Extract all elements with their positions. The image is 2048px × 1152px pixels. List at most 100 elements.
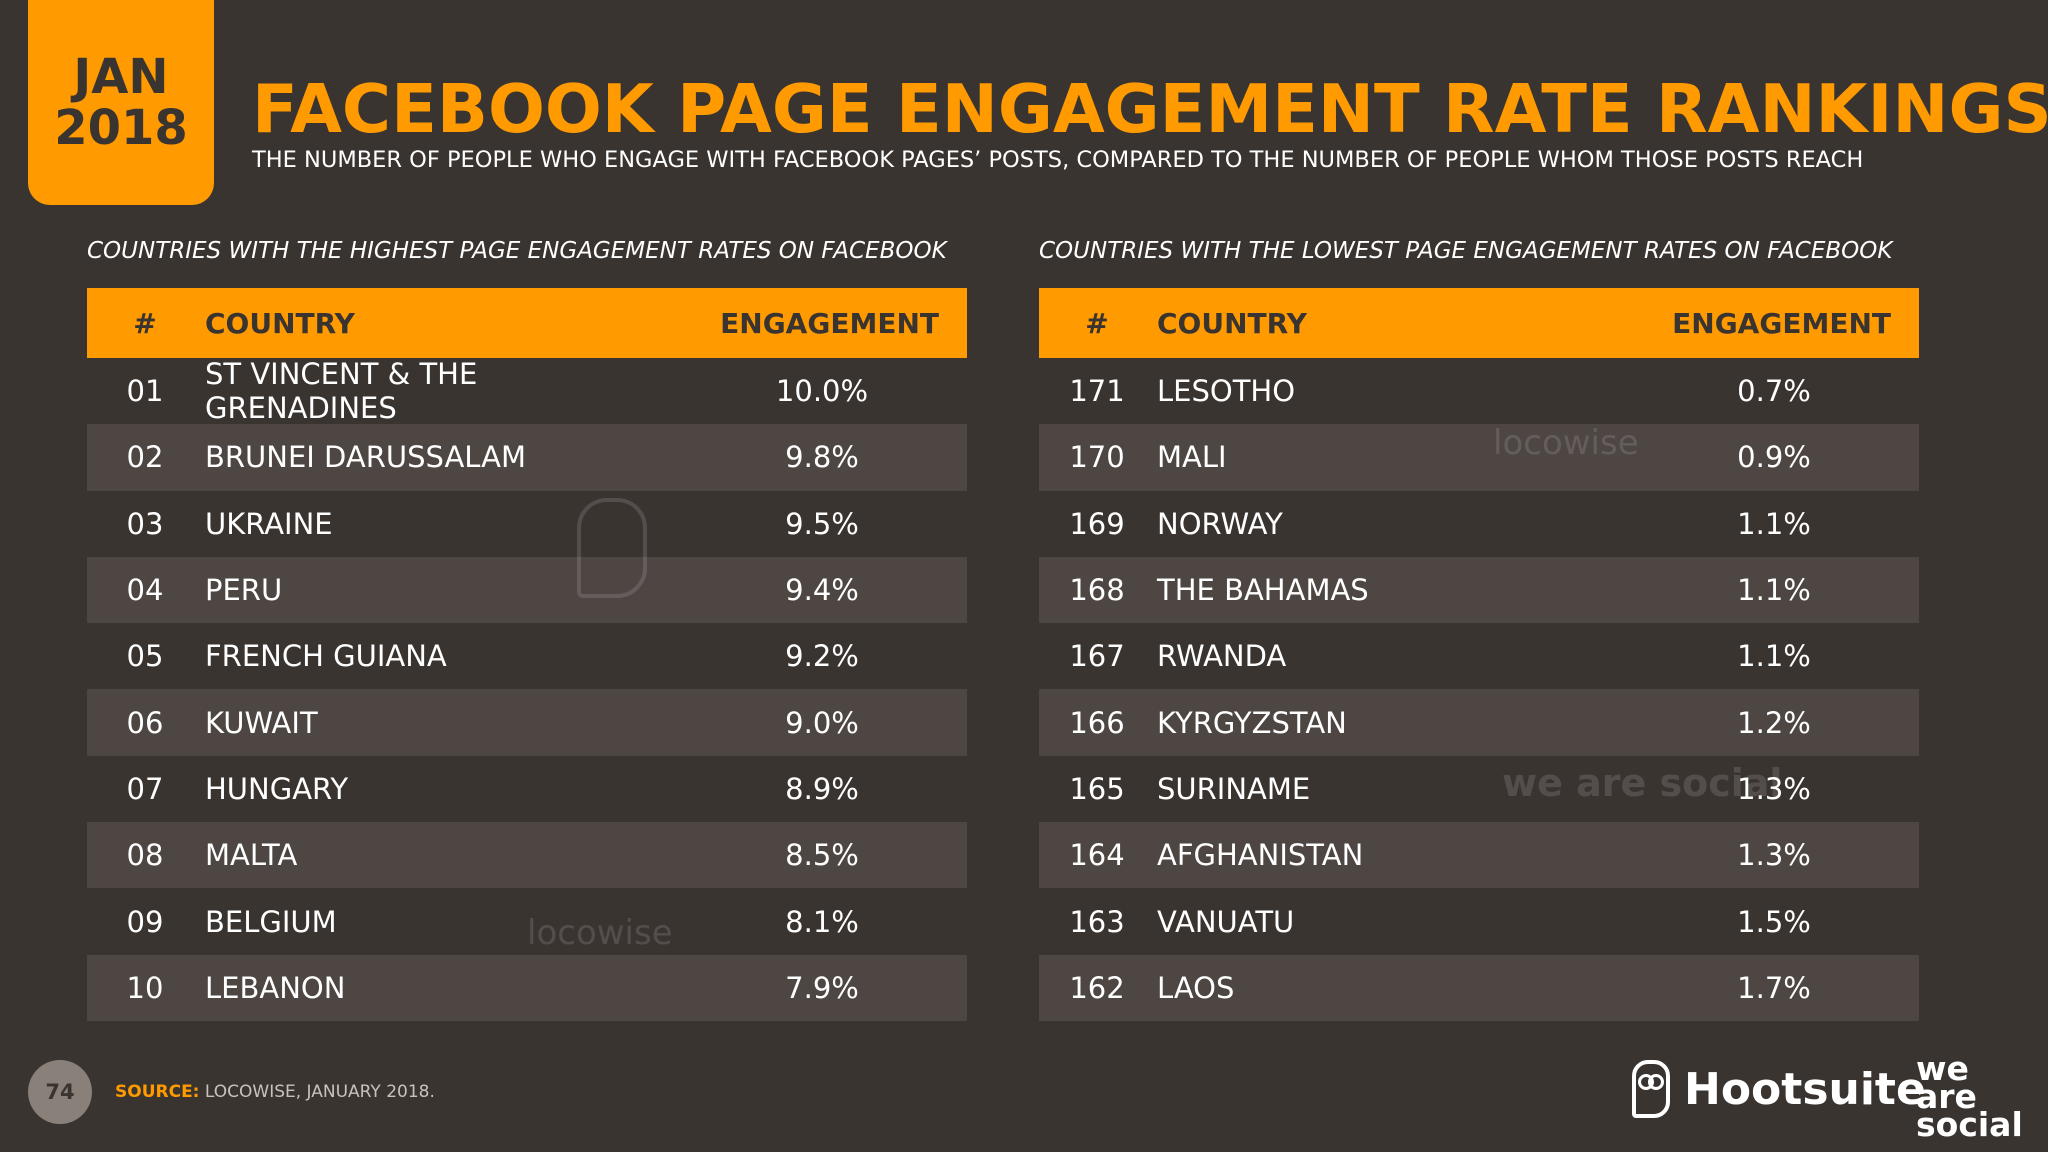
row-rank: 06 <box>126 705 164 740</box>
table-row: 04 PERU 9.4% <box>87 556 967 624</box>
row-rank: 03 <box>126 506 164 541</box>
row-rank: 165 <box>1069 771 1125 806</box>
row-rank: 170 <box>1069 440 1125 475</box>
table-row: 168 THE BAHAMAS 1.1% <box>1039 556 1919 624</box>
row-country: UKRAINE <box>205 506 333 541</box>
row-engagement: 1.3% <box>1737 838 1811 873</box>
row-rank: 09 <box>126 904 164 939</box>
table-row: 170 MALI 0.9% <box>1039 424 1919 491</box>
header-country: COUNTRY <box>1157 306 1307 340</box>
row-engagement: 9.2% <box>785 639 859 674</box>
row-country: ST VINCENT & THE GRENADINES <box>205 357 478 426</box>
row-engagement: 0.7% <box>1737 374 1811 409</box>
row-engagement: 8.5% <box>785 838 859 873</box>
row-country: HUNGARY <box>205 771 349 806</box>
table-row: 10 LEBANON 7.9% <box>87 954 967 1021</box>
table-row: 171 LESOTHO 0.7% <box>1039 358 1919 424</box>
row-engagement: 9.0% <box>785 705 859 740</box>
row-rank: 01 <box>126 374 164 409</box>
row-rank: 164 <box>1069 838 1125 873</box>
row-rank: 163 <box>1069 904 1125 939</box>
row-rank: 07 <box>126 771 164 806</box>
row-rank: 02 <box>126 440 164 475</box>
lowest-panel: COUNTRIES WITH THE LOWEST PAGE ENGAGEMEN… <box>1039 238 1919 1021</box>
header-engagement: ENGAGEMENT <box>1672 306 1891 340</box>
row-country: PERU <box>205 573 283 608</box>
row-country: FRENCH GUIANA <box>205 639 447 674</box>
row-country: MALTA <box>205 838 298 873</box>
lowest-table-header: # COUNTRY ENGAGEMENT <box>1039 288 1919 358</box>
row-rank: 05 <box>126 639 164 674</box>
row-rank: 166 <box>1069 705 1125 740</box>
header-rank: # <box>133 306 157 340</box>
table-row: 165 SURINAME 1.3% <box>1039 756 1919 822</box>
row-country: RWANDA <box>1157 639 1287 674</box>
row-country: THE BAHAMAS <box>1157 573 1369 608</box>
row-country: VANUATU <box>1157 904 1295 939</box>
date-badge: JAN 2018 <box>28 0 214 205</box>
hootsuite-wordmark: Hootsuite <box>1684 1063 1926 1115</box>
row-country: AFGHANISTAN <box>1157 838 1364 873</box>
row-rank: 10 <box>126 970 164 1005</box>
row-engagement: 1.1% <box>1737 639 1811 674</box>
row-country: KUWAIT <box>205 705 318 740</box>
row-engagement: 8.9% <box>785 771 859 806</box>
table-row: 167 RWANDA 1.1% <box>1039 623 1919 689</box>
table-row: 01 ST VINCENT & THE GRENADINES 10.0% <box>87 357 967 426</box>
table-row: 162 LAOS 1.7% <box>1039 954 1919 1021</box>
row-engagement: 7.9% <box>785 970 859 1005</box>
header-country: COUNTRY <box>205 306 355 340</box>
row-engagement: 1.1% <box>1737 506 1811 541</box>
table-row: 07 HUNGARY 8.9% <box>87 756 967 822</box>
row-rank: 168 <box>1069 573 1125 608</box>
row-engagement: 0.9% <box>1737 440 1811 475</box>
table-row: 166 KYRGYZSTAN 1.2% <box>1039 689 1919 756</box>
row-country: BRUNEI DARUSSALAM <box>205 440 526 475</box>
row-engagement: 9.5% <box>785 506 859 541</box>
was-line-1: we <box>1916 1049 1969 1088</box>
row-engagement: 9.8% <box>785 440 859 475</box>
highest-rows: 01 ST VINCENT & THE GRENADINES 10.0% 02 BRU… <box>87 357 967 1021</box>
source-note: SOURCE: LOCOWISE, JANUARY 2018. <box>115 1082 435 1102</box>
date-year: 2018 <box>54 99 188 156</box>
source-label: SOURCE: <box>115 1082 200 1102</box>
hootsuite-logo: Hootsuite <box>1632 1060 1926 1118</box>
row-rank: 04 <box>126 573 164 608</box>
row-engagement: 1.7% <box>1737 970 1811 1005</box>
row-country: SURINAME <box>1157 771 1311 806</box>
date-month: JAN <box>73 48 169 105</box>
page-number: 74 <box>28 1060 92 1124</box>
page-subtitle: THE NUMBER OF PEOPLE WHO ENGAGE WITH FAC… <box>252 147 1864 173</box>
row-engagement: 1.2% <box>1737 705 1811 740</box>
highest-table-header: # COUNTRY ENGAGEMENT <box>87 288 967 358</box>
row-country: NORWAY <box>1157 506 1283 541</box>
header-rank: # <box>1085 306 1109 340</box>
lowest-heading: COUNTRIES WITH THE LOWEST PAGE ENGAGEMEN… <box>1039 238 1893 264</box>
highest-panel: COUNTRIES WITH THE HIGHEST PAGE ENGAGEME… <box>87 238 967 1021</box>
row-engagement: 9.4% <box>785 573 859 608</box>
row-country: KYRGYZSTAN <box>1157 705 1347 740</box>
table-row: 169 NORWAY 1.1% <box>1039 491 1919 557</box>
hootsuite-owl-icon <box>1632 1060 1670 1118</box>
row-engagement: 1.3% <box>1737 771 1811 806</box>
page-title: FACEBOOK PAGE ENGAGEMENT RATE RANKINGS <box>252 70 2048 148</box>
row-rank: 08 <box>126 838 164 873</box>
row-country: MALI <box>1157 440 1227 475</box>
row-engagement: 10.0% <box>775 374 869 409</box>
was-line-2: are <box>1916 1077 1977 1116</box>
row-engagement: 1.5% <box>1737 904 1811 939</box>
lowest-rows: 171 LESOTHO 0.7% 170 MALI 0.9% 169 NORWAY 1.1%… <box>1039 358 1919 1021</box>
row-country: BELGIUM <box>205 904 337 939</box>
row-rank: 171 <box>1069 374 1125 409</box>
table-row: 164 AFGHANISTAN 1.3% <box>1039 822 1919 889</box>
table-row: 02 BRUNEI DARUSSALAM 9.8% <box>87 424 967 491</box>
table-row: 03 UKRAINE 9.5% <box>87 491 967 557</box>
row-engagement: 8.1% <box>785 904 859 939</box>
row-country: LAOS <box>1157 970 1235 1005</box>
table-row: 163 VANUATU 1.5% <box>1039 888 1919 954</box>
row-engagement: 1.1% <box>1737 573 1811 608</box>
we-are-social-logo: we are social <box>1916 1049 2036 1141</box>
row-country: LEBANON <box>205 970 346 1005</box>
row-country: LESOTHO <box>1157 374 1296 409</box>
